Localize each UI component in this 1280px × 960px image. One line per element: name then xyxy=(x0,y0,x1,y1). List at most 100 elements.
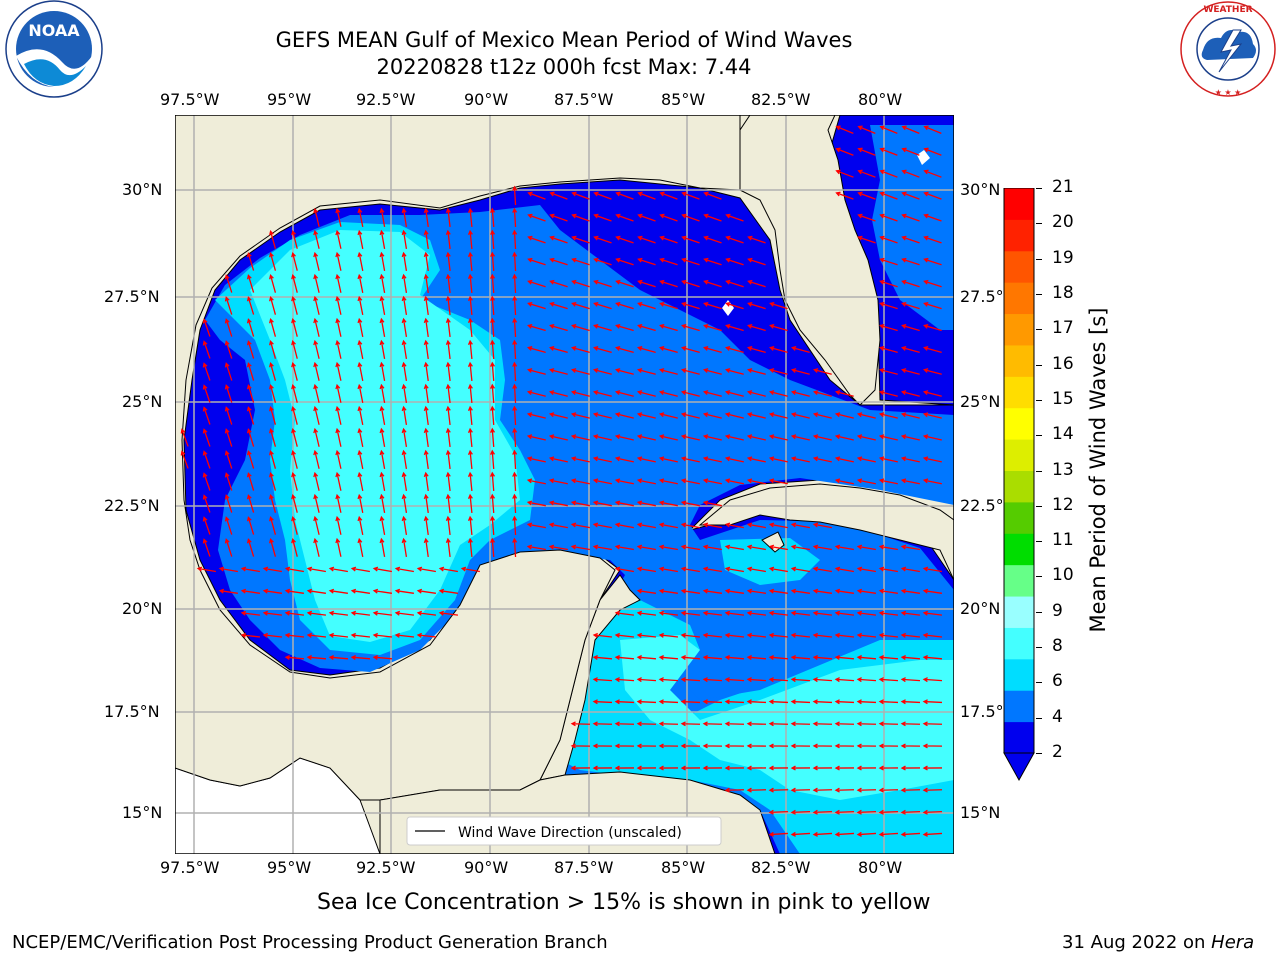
wind-wave-arrow xyxy=(900,544,920,551)
wind-wave-arrow xyxy=(416,610,437,616)
wind-wave-arrow xyxy=(834,588,854,594)
wind-wave-arrow xyxy=(637,279,656,288)
wind-wave-arrow xyxy=(768,588,788,594)
wind-wave-arrow xyxy=(615,301,634,310)
wind-wave-arrow xyxy=(702,699,723,705)
wind-wave-arrow xyxy=(379,427,386,447)
wind-wave-arrow xyxy=(725,301,744,310)
wind-wave-arrow xyxy=(637,346,656,354)
wind-wave-arrow xyxy=(768,566,788,573)
wind-wave-arrow xyxy=(328,566,348,573)
wind-wave-arrow xyxy=(615,213,634,222)
host-name: Hera xyxy=(1211,932,1255,953)
wind-wave-arrow xyxy=(379,339,386,359)
wind-wave-arrow xyxy=(335,295,342,315)
colorbar-extend-arrow xyxy=(1003,752,1035,782)
wind-wave-arrow xyxy=(790,588,810,594)
wind-wave-arrow xyxy=(790,544,810,551)
wind-wave-arrow xyxy=(636,743,657,749)
wind-wave-arrow xyxy=(922,809,943,815)
wind-wave-arrow xyxy=(445,493,451,514)
colorbar-tick-label: 11 xyxy=(1052,530,1074,551)
colorbar-tick xyxy=(1036,647,1042,649)
wind-wave-arrow xyxy=(901,257,920,266)
colorbar-segment xyxy=(1004,439,1034,471)
wind-wave-arrow xyxy=(790,610,811,616)
wind-wave-arrow xyxy=(702,544,722,551)
wind-wave-arrow xyxy=(284,632,305,638)
wind-wave-arrow xyxy=(291,493,298,513)
wind-wave-arrow xyxy=(790,632,811,638)
wind-wave-arrow xyxy=(350,588,370,594)
wind-wave-arrow xyxy=(291,427,298,447)
wind-wave-arrow xyxy=(570,721,591,727)
wind-wave-arrow xyxy=(702,456,722,463)
wind-wave-arrow xyxy=(614,721,635,727)
wind-wave-arrow xyxy=(379,273,386,293)
wind-wave-arrow xyxy=(702,566,722,573)
wind-wave-arrow xyxy=(879,235,898,244)
wind-wave-arrow xyxy=(636,544,656,551)
wind-wave-arrow xyxy=(467,493,473,514)
wind-wave-arrow xyxy=(746,390,766,397)
wind-wave-arrow xyxy=(681,235,700,244)
wind-wave-arrow xyxy=(878,677,899,683)
wind-wave-arrow xyxy=(445,449,451,470)
wind-wave-arrow xyxy=(224,406,233,425)
wind-wave-arrow xyxy=(878,478,898,485)
wind-wave-arrow xyxy=(636,765,657,771)
wind-wave-arrow xyxy=(724,478,744,485)
wind-wave-arrow xyxy=(269,472,277,491)
wind-wave-arrow xyxy=(570,390,590,397)
wind-wave-arrow xyxy=(703,346,722,354)
colorbar-tick-label: 17 xyxy=(1052,318,1074,339)
wind-wave-arrow xyxy=(746,588,766,594)
wind-wave-arrow xyxy=(202,538,211,557)
wind-wave-arrow xyxy=(856,588,876,594)
colorbar-tick-label: 10 xyxy=(1052,565,1074,586)
wind-wave-arrow xyxy=(445,339,451,360)
wind-wave-arrow xyxy=(900,721,921,727)
wind-wave-arrow xyxy=(834,655,855,660)
wind-wave-arrow xyxy=(423,515,429,536)
colorbar-segment xyxy=(1004,596,1034,628)
wind-wave-arrow xyxy=(900,809,921,815)
wind-wave-arrow xyxy=(658,500,678,507)
wind-wave-arrow xyxy=(202,494,211,513)
wind-wave-arrow xyxy=(357,493,364,513)
wind-wave-arrow xyxy=(526,368,546,375)
wind-wave-arrow xyxy=(357,405,364,425)
wind-wave-arrow xyxy=(834,809,855,815)
period-band-4to6-cuba-south xyxy=(720,538,820,585)
wind-wave-arrow xyxy=(490,207,496,228)
wind-wave-arrow xyxy=(306,566,326,573)
map-plot: Wind Wave Direction (unscaled) xyxy=(174,114,955,855)
wind-wave-arrow xyxy=(702,522,722,529)
wind-wave-arrow xyxy=(527,346,546,354)
wind-wave-arrow xyxy=(571,257,590,266)
wind-wave-arrow xyxy=(328,610,349,616)
colorbar-tick xyxy=(1036,258,1042,260)
wind-wave-arrow xyxy=(790,566,810,573)
wind-wave-arrow xyxy=(401,361,408,381)
wind-wave-arrow xyxy=(725,257,744,266)
wind-wave-arrow xyxy=(335,405,342,425)
wind-wave-arrow xyxy=(379,229,386,249)
wind-wave-arrow xyxy=(202,318,211,337)
wind-wave-arrow xyxy=(202,362,211,381)
wind-wave-arrow xyxy=(834,632,855,638)
wind-wave-arrow xyxy=(240,610,261,616)
wind-wave-arrow xyxy=(834,456,854,463)
lon-label-bottom-1: 97.5°W xyxy=(160,858,220,877)
wind-wave-arrow xyxy=(357,339,364,359)
wind-wave-arrow xyxy=(614,544,634,551)
wind-wave-arrow xyxy=(445,537,451,558)
wind-wave-arrow xyxy=(681,257,700,266)
wind-wave-arrow xyxy=(467,449,473,470)
wind-wave-arrow xyxy=(313,207,320,227)
wind-wave-arrow xyxy=(202,340,211,359)
wind-wave-arrow xyxy=(812,544,832,551)
wind-wave-arrow xyxy=(659,191,678,200)
wind-wave-arrow xyxy=(423,405,429,426)
wind-wave-arrow xyxy=(246,494,255,513)
